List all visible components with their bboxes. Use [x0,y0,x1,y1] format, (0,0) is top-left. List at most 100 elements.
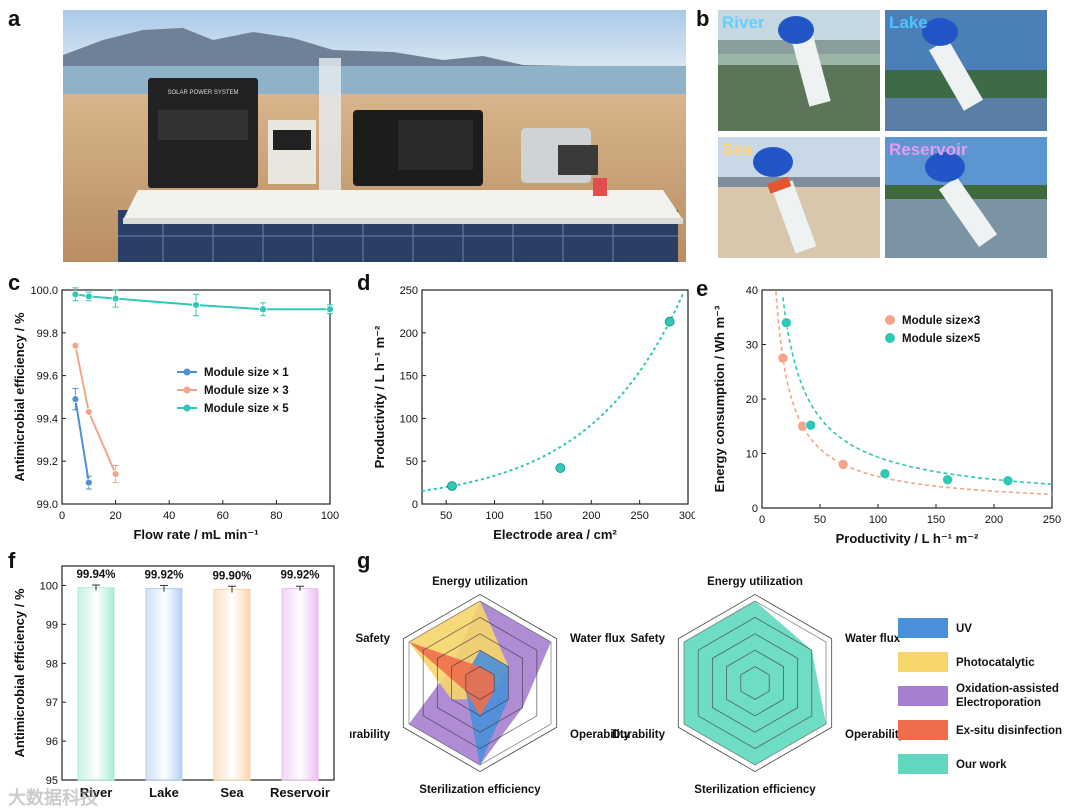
chart-g-right-grid-ring [711,633,799,733]
chart-f-bar [77,587,115,781]
chart-c-point [84,292,93,301]
chart-c-legend-marker [183,404,191,412]
chart-g-right-axis-label: Durability [612,729,666,741]
chart-c-xlabel: Flow rate / mL min⁻¹ [133,527,258,542]
chart-g-legend-label: Oxidation-assisted Electroporation [956,683,1059,709]
chart-d-productivity-electrode-area: 50 100 150 200 250 300 0 50 100 150 200 250 Electrod… [372,285,695,542]
chart-g-left-axis-label: Energy utilization [432,576,528,588]
chart-f-category-label: Lake [149,785,179,800]
chart-c-ytick-label: 99.2 [37,456,58,468]
chart-g-legend-label: Our work [956,759,1007,771]
photo-river: River [718,10,880,131]
panel-letter-e: e [696,276,709,301]
chart-f-data-label: 99.92% [280,570,319,582]
chart-f-ylabel: Antimicrobial efficiency / % [12,588,27,757]
chart-e-xtick-label: 100 [869,514,887,526]
chart-c-ytick-label: 99.4 [37,413,58,425]
chart-g-legend-label: Photocatalytic [956,657,1035,669]
chart-f-category-label: Reservoir [270,785,330,800]
chart-f-ytick-label: 97 [46,697,58,709]
panel-letter-a: a [8,6,21,31]
chart-e-ylabel: Energy consumption / Wh m⁻³ [712,305,727,492]
chart-e-xtick-label: 150 [927,514,945,526]
chart-e-point [1002,475,1014,487]
watermark: 大数据科技 [8,788,98,808]
chart-g-legend-swatch [898,720,948,740]
chart-d-ytick-label: 0 [412,499,418,511]
chart-e-point [879,468,891,479]
chart-f-data-label: 99.90% [212,570,251,582]
chart-g-radar-comparison: Energy utilization Water flux Operability S… [350,576,1062,796]
chart-g-right-grid-ring [726,649,784,717]
chart-c-ytick-label: 99.0 [37,499,58,511]
chart-e-ytick-label: 30 [746,340,758,352]
chart-e-fit-curve [775,291,1053,496]
photo-reservoir: Reservoir [885,137,1047,258]
chart-d-xlabel: Electrode area / cm² [493,527,617,542]
chart-c-point [326,305,334,314]
chart-f-ytick-label: 95 [46,775,58,787]
chart-c-ylabel: Antimicrobial efficiency / % [12,312,27,481]
chart-c-xtick-label: 20 [109,510,121,522]
chart-e-legend-label: Module size×5 [902,333,981,345]
chart-c-xtick-label: 100 [321,510,339,522]
chart-f-water-source-efficiency: 95 96 97 98 99 100 Antimicrobial efficiency / … [12,565,335,800]
chart-f-data-label: 99.92% [144,570,183,582]
chart-f-ytick-label: 98 [46,658,58,670]
chart-g-right-axis-label: Water flux [845,633,901,645]
panel-letter-f: f [8,548,16,573]
chart-e-ytick-label: 10 [746,449,758,461]
chart-g-left-axis-label: Safety [355,633,390,645]
chart-g-left-axis-label: Sterilization efficiency [419,784,541,796]
panel-letter-g: g [357,548,371,573]
chart-g-legend-label: UV [956,623,972,635]
chart-e-energy-consumption: 0 50 100 150 200 250 0 10 20 30 40 Productivity / L… [712,285,1061,546]
chart-g-left-grid-ring [436,633,524,733]
chart-d-ytick-label: 100 [400,413,418,425]
chart-d-ylabel: Productivity / L h⁻¹ m⁻² [372,325,387,468]
chart-d-xtick-label: 300 [679,510,695,522]
chart-g-left-grid-ring [422,616,538,750]
chart-e-ytick-label: 20 [746,394,758,406]
chart-g-left-axis-label: Durability [350,729,391,741]
photo-label-sea: Sea [722,140,753,159]
chart-c-xtick-label: 80 [270,510,282,522]
chart-g-left-grid-ring [408,600,552,766]
chart-c-point [71,341,80,350]
chart-d-plot-frame [421,289,689,505]
photo-beach-setup: SOLAR POWER SYSTEM [63,10,686,262]
photo-label-lake: Lake [889,13,928,32]
chart-g-right-axis-label: Safety [630,633,665,645]
chart-c-legend-marker [183,386,191,394]
chart-g-legend-swatch [898,652,948,672]
chart-d-xtick-label: 100 [485,510,503,522]
chart-d-xtick-label: 250 [630,510,648,522]
chart-g-legend-swatch [898,686,948,706]
chart-c-series-line [74,398,90,483]
chart-e-legend-label: Module size×3 [902,315,980,327]
chart-g-legend-swatch [898,754,948,774]
chart-g-left-grid-ring [451,649,509,717]
chart-e-point [837,459,849,470]
chart-c-legend-label: Module size × 5 [204,403,289,415]
chart-c-xtick-label: 40 [163,510,175,522]
chart-d-point [447,481,457,491]
chart-c-point [192,301,200,309]
chart-e-legend-marker [885,315,895,325]
chart-c-point [84,408,93,416]
chart-e-point [805,419,817,431]
chart-d-xtick-label: 200 [582,510,600,522]
chart-g-right-grid-ring [683,600,827,766]
chart-e-point [942,474,953,485]
photo-lake: Lake [885,10,1047,131]
chart-f-bar [281,588,319,781]
chart-g-right-grid-ring [740,666,770,700]
chart-d-ytick-label: 200 [400,328,418,340]
chart-e-xlabel: Productivity / L h⁻¹ m⁻² [836,531,979,546]
photo-sea: Sea [718,137,880,258]
chart-c-point [71,290,80,299]
chart-f-category-label: River [80,785,113,800]
chart-d-xtick-label: 150 [534,510,552,522]
chart-g-right-outer-ring [677,593,833,773]
chart-c-ytick-label: 99.6 [37,371,58,383]
